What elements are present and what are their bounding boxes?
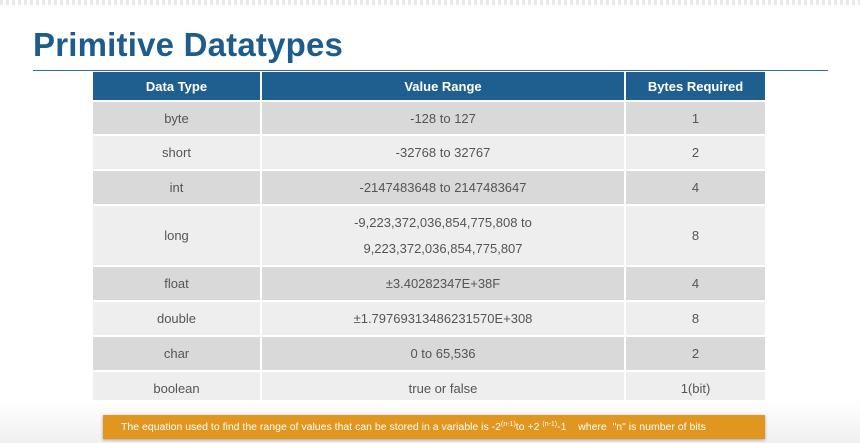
cell-bytes: 1: [625, 100, 765, 135]
table-row: boolean true or false 1(bit): [93, 370, 765, 405]
header-bytes-required: Bytes Required: [625, 72, 765, 101]
cell-type: long: [93, 204, 262, 266]
note-exponent-2: (n-1): [542, 421, 558, 428]
cell-type: short: [93, 134, 262, 170]
title-underline: [33, 70, 828, 71]
cell-range: true or false: [261, 370, 626, 405]
note-suffix: -1 where "n" is number of bits: [557, 421, 706, 433]
table-row: double ±1.79769313486231570E+308 8: [93, 300, 765, 336]
table-row: char 0 to 65,536 2: [93, 335, 765, 371]
cell-bytes: 4: [625, 265, 765, 301]
cell-bytes: 8: [625, 204, 765, 266]
cell-range: ±1.79769313486231570E+308: [261, 300, 626, 336]
cell-type: float: [93, 265, 262, 301]
top-dotted-border: [0, 0, 860, 5]
equation-note: The equation used to find the range of v…: [103, 415, 765, 439]
table-row: byte -128 to 127 1: [93, 100, 765, 135]
cell-bytes: 1(bit): [625, 370, 765, 405]
table-row: int -2147483648 to 2147483647 4: [93, 169, 765, 205]
cell-type: int: [93, 169, 262, 205]
cell-range: ±3.40282347E+38F: [261, 265, 626, 301]
table-row: long -9,223,372,036,854,775,808 to 9,223…: [93, 204, 765, 266]
cell-range: -2147483648 to 2147483647: [261, 169, 626, 205]
cell-bytes: 2: [625, 335, 765, 371]
table-row: float ±3.40282347E+38F 4: [93, 265, 765, 301]
cell-range-line2: 9,223,372,036,854,775,807: [363, 240, 523, 256]
header-data-type: Data Type: [93, 72, 262, 101]
cell-type: char: [93, 335, 262, 371]
cell-range: -9,223,372,036,854,775,808 to 9,223,372,…: [261, 204, 626, 266]
note-exponent-1: (n-1): [501, 421, 516, 428]
cell-bytes: 2: [625, 134, 765, 170]
slide-title: Primitive Datatypes: [33, 26, 344, 63]
cell-bytes: 8: [625, 300, 765, 336]
note-mid: to +2: [515, 421, 543, 433]
cell-range: -32768 to 32767: [261, 134, 626, 170]
cell-type: double: [93, 300, 262, 336]
cell-range-line1: -9,223,372,036,854,775,808 to: [354, 214, 532, 230]
cell-range: 0 to 65,536: [261, 335, 626, 371]
datatypes-table: Data Type Value Range Bytes Required byt…: [93, 72, 765, 405]
cell-type: boolean: [93, 370, 262, 405]
header-value-range: Value Range: [261, 72, 626, 101]
cell-bytes: 4: [625, 169, 765, 205]
note-prefix: The equation used to find the range of v…: [121, 421, 501, 433]
table-header-row: Data Type Value Range Bytes Required: [93, 72, 765, 101]
cell-type: byte: [93, 100, 262, 135]
cell-range: -128 to 127: [261, 100, 626, 135]
table-row: short -32768 to 32767 2: [93, 134, 765, 170]
